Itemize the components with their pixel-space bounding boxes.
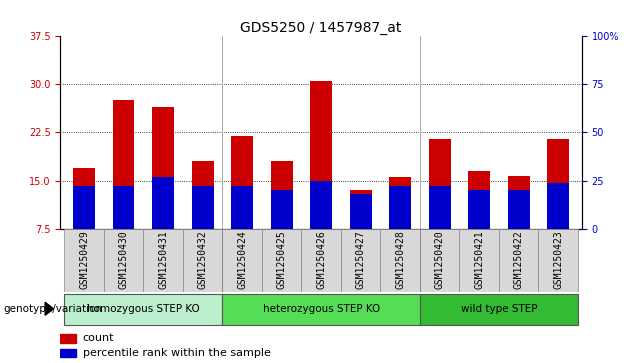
- Text: GSM1250429: GSM1250429: [79, 231, 89, 289]
- Text: GSM1250424: GSM1250424: [237, 231, 247, 289]
- Bar: [73, 186, 95, 229]
- Bar: [223, 294, 420, 325]
- Bar: [508, 176, 530, 229]
- Bar: [380, 229, 420, 292]
- Bar: [104, 229, 143, 292]
- Bar: [192, 161, 214, 229]
- Bar: [113, 101, 134, 229]
- Bar: [429, 186, 450, 229]
- Bar: [468, 190, 490, 229]
- Text: GSM1250426: GSM1250426: [316, 231, 326, 289]
- Text: GSM1250425: GSM1250425: [277, 231, 287, 289]
- Bar: [310, 180, 332, 229]
- Bar: [152, 177, 174, 229]
- Bar: [420, 229, 459, 292]
- Bar: [64, 294, 223, 325]
- Bar: [113, 186, 134, 229]
- Bar: [232, 136, 253, 229]
- Text: GSM1250423: GSM1250423: [553, 231, 563, 289]
- Bar: [420, 294, 578, 325]
- Bar: [548, 183, 569, 229]
- Bar: [271, 161, 293, 229]
- Text: GSM1250432: GSM1250432: [198, 231, 207, 289]
- Text: genotype/variation: genotype/variation: [3, 304, 102, 314]
- Bar: [499, 229, 539, 292]
- Bar: [468, 171, 490, 229]
- Bar: [341, 229, 380, 292]
- Bar: [232, 186, 253, 229]
- Text: GSM1250430: GSM1250430: [119, 231, 128, 289]
- Bar: [152, 107, 174, 229]
- Bar: [310, 81, 332, 229]
- Text: count: count: [83, 334, 114, 343]
- Text: homozygous STEP KO: homozygous STEP KO: [87, 304, 200, 314]
- Text: wild type STEP: wild type STEP: [460, 304, 537, 314]
- Bar: [508, 190, 530, 229]
- Bar: [389, 186, 411, 229]
- Bar: [262, 229, 301, 292]
- Text: GSM1250428: GSM1250428: [395, 231, 405, 289]
- Bar: [183, 229, 223, 292]
- Text: GSM1250422: GSM1250422: [514, 231, 523, 289]
- Text: heterozygous STEP KO: heterozygous STEP KO: [263, 304, 380, 314]
- Bar: [389, 178, 411, 229]
- Bar: [73, 168, 95, 229]
- Bar: [60, 334, 76, 343]
- Bar: [301, 229, 341, 292]
- Bar: [350, 194, 371, 229]
- Bar: [548, 139, 569, 229]
- Text: GSM1250420: GSM1250420: [435, 231, 445, 289]
- Text: percentile rank within the sample: percentile rank within the sample: [83, 348, 270, 358]
- Bar: [350, 190, 371, 229]
- Bar: [271, 190, 293, 229]
- Bar: [143, 229, 183, 292]
- Bar: [459, 229, 499, 292]
- Bar: [429, 139, 450, 229]
- Bar: [60, 349, 76, 357]
- Bar: [192, 186, 214, 229]
- Title: GDS5250 / 1457987_at: GDS5250 / 1457987_at: [240, 21, 402, 35]
- Text: GSM1250431: GSM1250431: [158, 231, 168, 289]
- Bar: [539, 229, 578, 292]
- Bar: [64, 229, 104, 292]
- Text: GSM1250421: GSM1250421: [474, 231, 484, 289]
- Bar: [223, 229, 262, 292]
- Text: GSM1250427: GSM1250427: [356, 231, 366, 289]
